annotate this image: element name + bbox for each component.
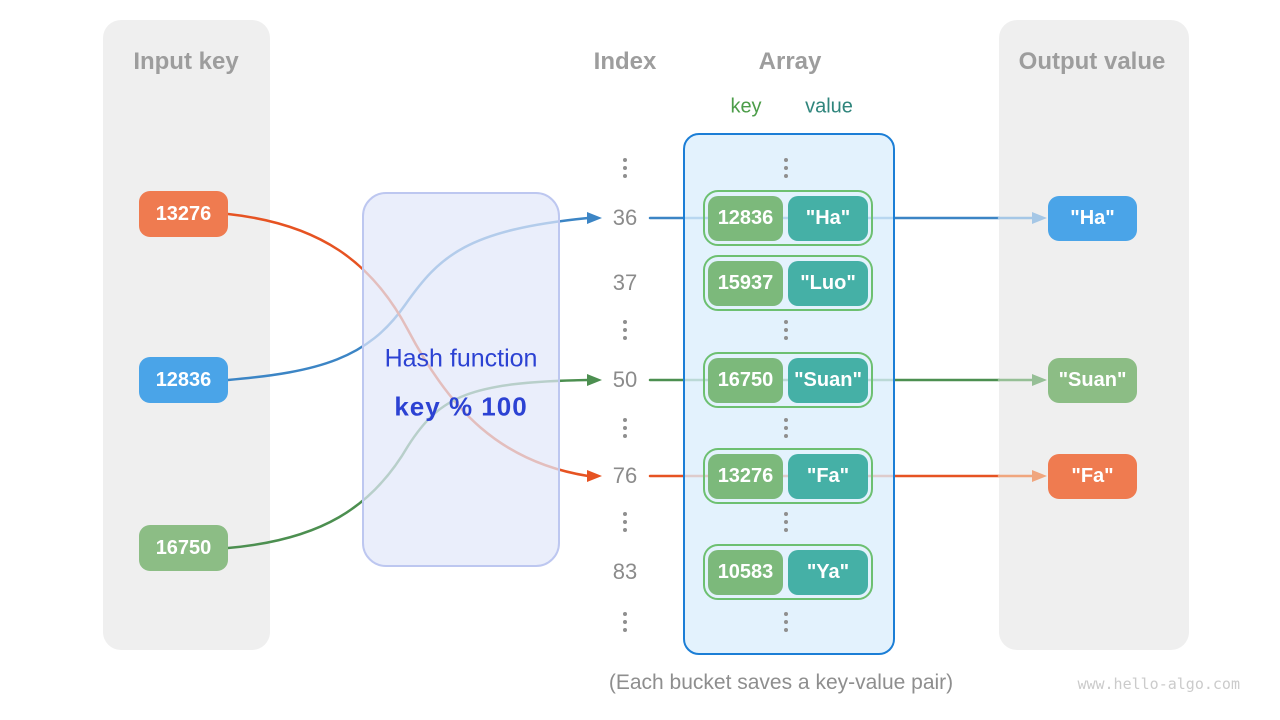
bucket-key: 10583 xyxy=(708,549,783,595)
vertical-ellipsis xyxy=(623,612,627,632)
value-column-header: value xyxy=(805,95,853,118)
index-column-title: Index xyxy=(593,48,657,75)
bucket-key: 16750 xyxy=(708,357,783,403)
input-key-box: 12836 xyxy=(139,357,228,403)
arrowhead-index-36 xyxy=(587,212,602,224)
input-key-box: 13276 xyxy=(139,191,228,237)
bucket-key: 13276 xyxy=(708,453,783,499)
arrowhead-output-fa xyxy=(1032,470,1047,482)
bucket-value: "Ya" xyxy=(788,549,868,595)
hash-function-formula: key % 100 xyxy=(394,391,528,422)
vertical-ellipsis xyxy=(784,158,788,178)
bucket-pair: 16750 "Suan" xyxy=(703,352,873,408)
arrowhead-output-suan xyxy=(1032,374,1047,386)
diagram-caption: (Each bucket saves a key-value pair) xyxy=(608,671,954,694)
bucket-value: "Suan" xyxy=(788,357,868,403)
bucket-pair: 10583 "Ya" xyxy=(703,544,873,600)
array-column-title: Array xyxy=(758,48,822,75)
hash-function-box: Hash function key % 100 xyxy=(362,192,560,567)
bucket-key: 12836 xyxy=(708,195,783,241)
output-value-box: "Fa" xyxy=(1048,453,1137,499)
bucket-pair: 13276 "Fa" xyxy=(703,448,873,504)
vertical-ellipsis xyxy=(784,320,788,340)
bucket-value: "Fa" xyxy=(788,453,868,499)
bucket-pair: 12836 "Ha" xyxy=(703,190,873,246)
bucket-value: "Ha" xyxy=(788,195,868,241)
vertical-ellipsis xyxy=(623,512,627,532)
arrowhead-output-ha xyxy=(1032,212,1047,224)
output-value-panel xyxy=(999,20,1189,650)
index-value: 36 xyxy=(612,205,638,230)
hash-function-label: Hash function xyxy=(384,344,538,373)
output-panel-title: Output value xyxy=(1018,48,1166,75)
key-column-header: key xyxy=(730,95,762,118)
website-watermark: www.hello-algo.com xyxy=(1077,675,1240,693)
index-value: 37 xyxy=(612,270,638,295)
output-value-box: "Suan" xyxy=(1048,357,1137,403)
arrowhead-index-76 xyxy=(587,470,602,482)
index-value: 83 xyxy=(612,559,638,584)
input-key-box: 16750 xyxy=(139,525,228,571)
bucket-value: "Luo" xyxy=(788,260,868,306)
vertical-ellipsis xyxy=(784,512,788,532)
vertical-ellipsis xyxy=(784,418,788,438)
input-panel-title: Input key xyxy=(133,48,239,75)
vertical-ellipsis xyxy=(623,320,627,340)
vertical-ellipsis xyxy=(623,418,627,438)
bucket-key: 15937 xyxy=(708,260,783,306)
index-value: 50 xyxy=(612,367,638,392)
bucket-pair: 15937 "Luo" xyxy=(703,255,873,311)
index-value: 76 xyxy=(612,463,638,488)
output-value-box: "Ha" xyxy=(1048,195,1137,241)
vertical-ellipsis xyxy=(784,612,788,632)
arrowhead-index-50 xyxy=(587,374,602,386)
vertical-ellipsis xyxy=(623,158,627,178)
